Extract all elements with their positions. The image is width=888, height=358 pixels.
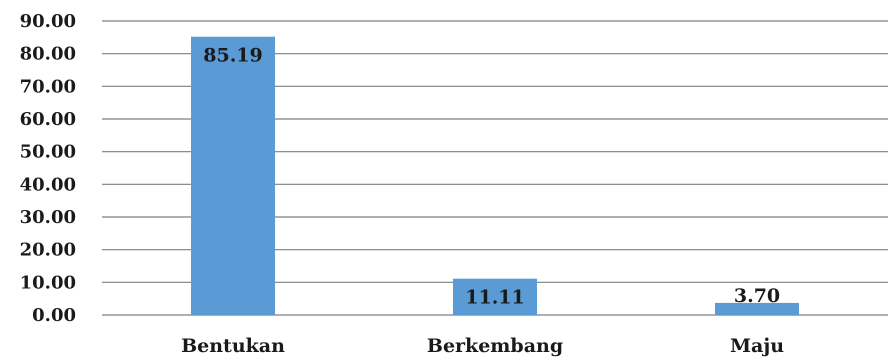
y-tick-label: 0.00: [32, 305, 76, 326]
bar-maju: [715, 302, 799, 315]
y-tick-label: 30.00: [20, 207, 76, 228]
y-tick-label: 10.00: [20, 272, 76, 293]
data-label-maju: 3.70: [734, 285, 780, 307]
bars: [191, 36, 799, 315]
bar-berkembang: [453, 278, 537, 315]
bar-bentukan: [191, 36, 275, 315]
y-tick-label: 20.00: [20, 240, 76, 261]
y-tick-label: 80.00: [20, 44, 76, 65]
category-label-berkembang: Berkembang: [427, 335, 563, 357]
data-label-bentukan: 85.19: [203, 45, 263, 67]
category-label-bentukan: Bentukan: [181, 335, 285, 357]
y-tick-label: 40.00: [20, 174, 76, 195]
data-label-berkembang: 11.11: [465, 287, 525, 309]
y-tick-label: 50.00: [20, 142, 76, 163]
y-axis-tick-labels: 0.00 10.00 20.00 30.00 40.00 50.00 60.00 70.00 8…: [20, 11, 76, 326]
category-label-maju: Maju: [730, 335, 784, 357]
x-axis-category-labels: Bentukan Berkembang Maju: [181, 335, 784, 357]
y-tick-label: 60.00: [20, 109, 76, 130]
y-tick-label: 90.00: [20, 11, 76, 32]
y-tick-label: 70.00: [20, 76, 76, 97]
data-labels: 85.19 11.11 3.70: [203, 45, 780, 309]
